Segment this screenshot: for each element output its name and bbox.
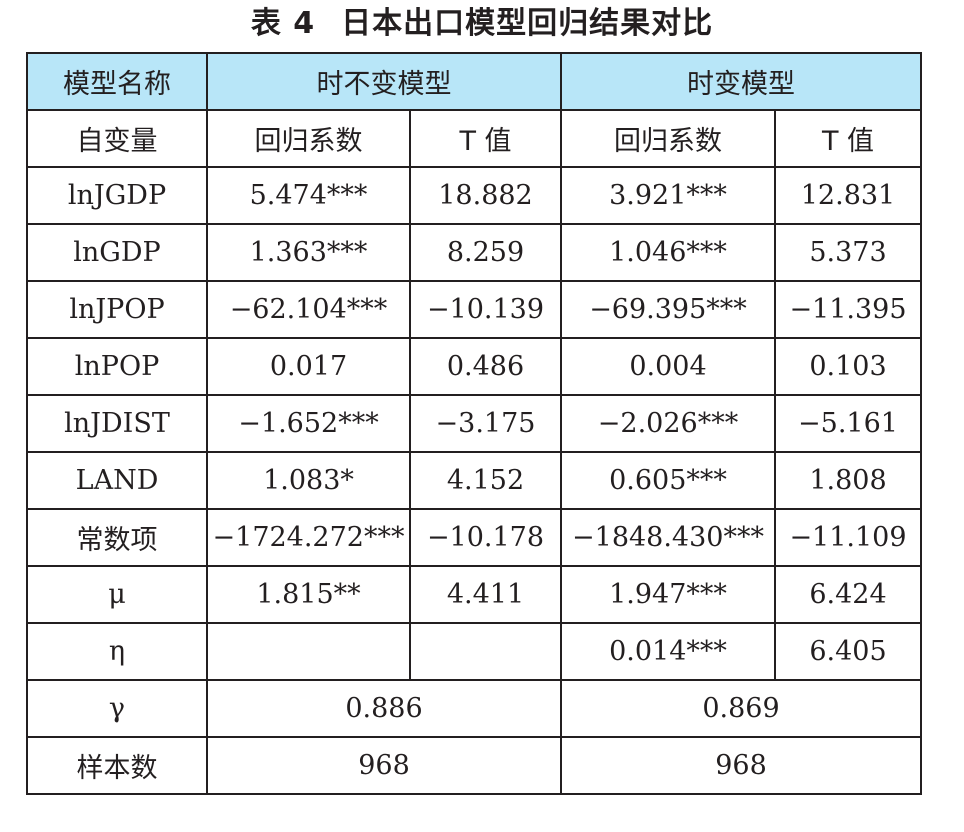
sample-size-row: 样本数 968 968 <box>26 736 922 795</box>
row-variable: 常数项 <box>26 508 208 567</box>
row-tv-coef: 0.004 <box>560 337 776 396</box>
row-ti-coef <box>206 622 411 681</box>
row-variable: 样本数 <box>26 736 208 795</box>
row-tv-coef: −69.395*** <box>560 280 776 339</box>
subheader-variable: 自变量 <box>26 109 208 168</box>
row-ti-t: 0.486 <box>409 337 562 396</box>
subheader-ti-t: T 值 <box>409 109 562 168</box>
row-variable: η <box>26 622 208 681</box>
table-row: lnPOP 0.017 0.486 0.004 0.103 <box>26 337 922 396</box>
row-variable: LAND <box>26 451 208 510</box>
header-row: 模型名称 时不变模型 时变模型 <box>26 52 922 111</box>
gamma-time-invariant: 0.886 <box>206 679 562 738</box>
row-variable: γ <box>26 679 208 738</box>
row-ti-coef: −1724.272*** <box>206 508 411 567</box>
table-row: LAND 1.083* 4.152 0.605*** 1.808 <box>26 451 922 510</box>
row-ti-coef: 1.363*** <box>206 223 411 282</box>
table-row: lnJGDP 5.474*** 18.882 3.921*** 12.831 <box>26 166 922 225</box>
row-ti-t: 8.259 <box>409 223 562 282</box>
row-tv-t: −11.395 <box>774 280 922 339</box>
row-tv-t: 0.103 <box>774 337 922 396</box>
table-row: lnJPOP −62.104*** −10.139 −69.395*** −11… <box>26 280 922 339</box>
row-ti-coef: 1.815** <box>206 565 411 624</box>
gamma-time-varying: 0.869 <box>560 679 922 738</box>
header-time-invariant-model: 时不变模型 <box>206 52 562 111</box>
table-row: 常数项 −1724.272*** −10.178 −1848.430*** −1… <box>26 508 922 567</box>
row-tv-t: −5.161 <box>774 394 922 453</box>
row-tv-coef: 1.947*** <box>560 565 776 624</box>
row-variable: lnJGDP <box>26 166 208 225</box>
table-caption: 表 4 日本出口模型回归结果对比 <box>0 0 964 48</box>
subheader-ti-coef: 回归系数 <box>206 109 411 168</box>
row-tv-t: −11.109 <box>774 508 922 567</box>
samples-time-varying: 968 <box>560 736 922 795</box>
row-variable: lnJPOP <box>26 280 208 339</box>
table-row: η 0.014*** 6.405 <box>26 622 922 681</box>
row-tv-coef: 0.014*** <box>560 622 776 681</box>
subheader-row: 自变量 回归系数 T 值 回归系数 T 值 <box>26 109 922 168</box>
row-ti-t: −10.178 <box>409 508 562 567</box>
row-variable: lnJDIST <box>26 394 208 453</box>
row-tv-coef: 3.921*** <box>560 166 776 225</box>
row-tv-coef: −1848.430*** <box>560 508 776 567</box>
gamma-row: γ 0.886 0.869 <box>26 679 922 738</box>
row-tv-coef: −2.026*** <box>560 394 776 453</box>
row-tv-t: 1.808 <box>774 451 922 510</box>
row-ti-coef: −62.104*** <box>206 280 411 339</box>
row-variable: μ <box>26 565 208 624</box>
row-ti-t: 4.411 <box>409 565 562 624</box>
table-row: lnGDP 1.363*** 8.259 1.046*** 5.373 <box>26 223 922 282</box>
row-ti-t <box>409 622 562 681</box>
row-ti-t: 4.152 <box>409 451 562 510</box>
row-ti-coef: 5.474*** <box>206 166 411 225</box>
row-tv-t: 5.373 <box>774 223 922 282</box>
table-number: 表 4 <box>250 6 316 41</box>
row-ti-coef: 0.017 <box>206 337 411 396</box>
row-tv-t: 6.424 <box>774 565 922 624</box>
row-ti-t: −3.175 <box>409 394 562 453</box>
subheader-tv-coef: 回归系数 <box>560 109 776 168</box>
header-model-name: 模型名称 <box>26 52 208 111</box>
row-tv-t: 12.831 <box>774 166 922 225</box>
row-ti-coef: −1.652*** <box>206 394 411 453</box>
row-ti-t: 18.882 <box>409 166 562 225</box>
row-ti-t: −10.139 <box>409 280 562 339</box>
row-ti-coef: 1.083* <box>206 451 411 510</box>
regression-results-table: 模型名称 时不变模型 时变模型 自变量 回归系数 T 值 回归系数 T 值 ln… <box>26 52 922 795</box>
header-time-varying-model: 时变模型 <box>560 52 922 111</box>
table-title: 日本出口模型回归结果对比 <box>341 6 714 41</box>
samples-time-invariant: 968 <box>206 736 562 795</box>
row-tv-coef: 0.605*** <box>560 451 776 510</box>
table-row: μ 1.815** 4.411 1.947*** 6.424 <box>26 565 922 624</box>
row-variable: lnGDP <box>26 223 208 282</box>
table-row: lnJDIST −1.652*** −3.175 −2.026*** −5.16… <box>26 394 922 453</box>
row-tv-t: 6.405 <box>774 622 922 681</box>
subheader-tv-t: T 值 <box>774 109 922 168</box>
row-variable: lnPOP <box>26 337 208 396</box>
row-tv-coef: 1.046*** <box>560 223 776 282</box>
